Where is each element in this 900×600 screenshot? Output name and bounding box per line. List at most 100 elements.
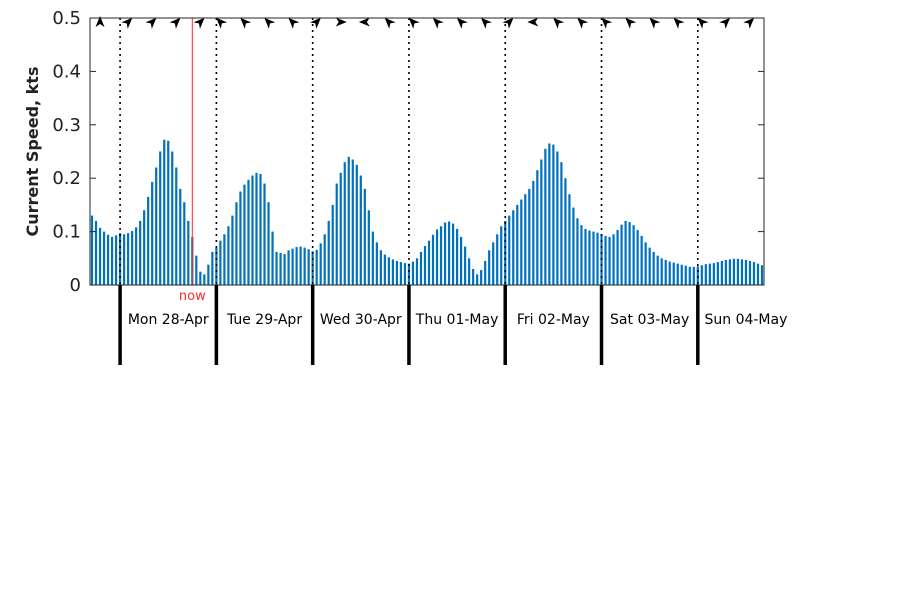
day-label: Wed 30-Apr: [320, 312, 402, 328]
bar: [219, 240, 222, 285]
bar: [564, 178, 567, 285]
bar: [423, 246, 427, 285]
bar: [90, 215, 94, 285]
y-tick-label: 0: [70, 275, 81, 296]
bar: [652, 251, 655, 285]
bar: [319, 243, 322, 285]
bar: [275, 251, 278, 285]
bar: [572, 207, 575, 285]
direction-arrow: [601, 17, 613, 29]
direction-arrow: [553, 17, 565, 29]
bar: [287, 250, 290, 285]
bar: [199, 271, 202, 285]
bar: [536, 170, 539, 285]
direction-arrow: [577, 17, 589, 29]
bar: [532, 180, 535, 285]
bar: [259, 173, 262, 285]
bar: [676, 263, 679, 285]
bar: [139, 220, 142, 285]
bar: [283, 254, 286, 285]
day-label: Thu 01-May: [415, 312, 499, 328]
bar: [267, 202, 270, 285]
bar: [411, 261, 415, 285]
bar: [704, 264, 707, 285]
bar: [343, 162, 346, 285]
now-marker: now: [179, 18, 206, 304]
bar: [211, 251, 214, 285]
bar: [175, 167, 178, 285]
bar: [307, 249, 310, 285]
bar: [472, 268, 475, 285]
bar: [227, 226, 230, 285]
bar: [496, 234, 499, 285]
direction-arrow: [743, 17, 755, 29]
bar: [488, 250, 491, 285]
bar: [159, 151, 162, 285]
bar: [732, 258, 736, 285]
bar: [383, 254, 386, 285]
bar: [672, 262, 675, 285]
bar: [271, 231, 274, 285]
bar: [744, 259, 748, 285]
bar: [363, 188, 366, 285]
bar: [480, 270, 483, 285]
direction-arrow: [502, 17, 514, 29]
bar: [492, 242, 495, 285]
y-axis-label: Current Speed, kts: [23, 67, 42, 237]
bar: [552, 144, 555, 285]
bar: [435, 229, 439, 285]
direction-arrow: [432, 17, 444, 29]
bar: [387, 257, 390, 285]
bar: [720, 260, 723, 285]
bar: [171, 151, 174, 285]
bar: [632, 225, 635, 285]
day-label: Sat 03-May: [610, 312, 689, 328]
bar: [151, 181, 154, 285]
bar: [367, 210, 370, 285]
direction-arrow: [719, 17, 731, 29]
bar: [520, 199, 523, 285]
bar: [399, 262, 403, 285]
bar: [427, 240, 431, 285]
bar: [379, 250, 382, 285]
bar: [291, 248, 294, 285]
bar: [203, 274, 206, 285]
bar: [500, 226, 503, 285]
direction-arrow: [95, 16, 105, 27]
bar: [375, 242, 378, 285]
bar: [279, 252, 282, 285]
bar: [684, 265, 687, 285]
bar: [624, 220, 627, 285]
bar: [556, 151, 559, 285]
bar: [187, 220, 190, 285]
bar: [303, 247, 306, 285]
day-label: Tue 29-Apr: [226, 312, 302, 328]
direction-arrow: [673, 17, 685, 29]
direction-arrow: [697, 17, 709, 29]
bar: [588, 230, 591, 285]
bar: [351, 159, 354, 285]
day-label: Sun 04-May: [704, 312, 787, 328]
bar: [195, 255, 198, 285]
bar: [359, 175, 362, 285]
bar: [215, 247, 218, 285]
bar: [664, 259, 667, 285]
bar: [315, 249, 318, 285]
bar: [596, 232, 599, 285]
bar: [347, 156, 350, 285]
bar: [680, 264, 683, 285]
bar: [323, 234, 326, 285]
bar: [147, 196, 150, 285]
direction-arrow: [169, 17, 181, 29]
bar: [391, 259, 395, 285]
bar: [568, 194, 571, 285]
bar: [106, 234, 110, 285]
bar: [484, 260, 487, 285]
bar: [163, 139, 166, 285]
bar: [468, 258, 471, 285]
bar: [612, 234, 615, 285]
bar: [110, 236, 114, 285]
bar: [127, 233, 130, 285]
bar: [696, 266, 699, 285]
